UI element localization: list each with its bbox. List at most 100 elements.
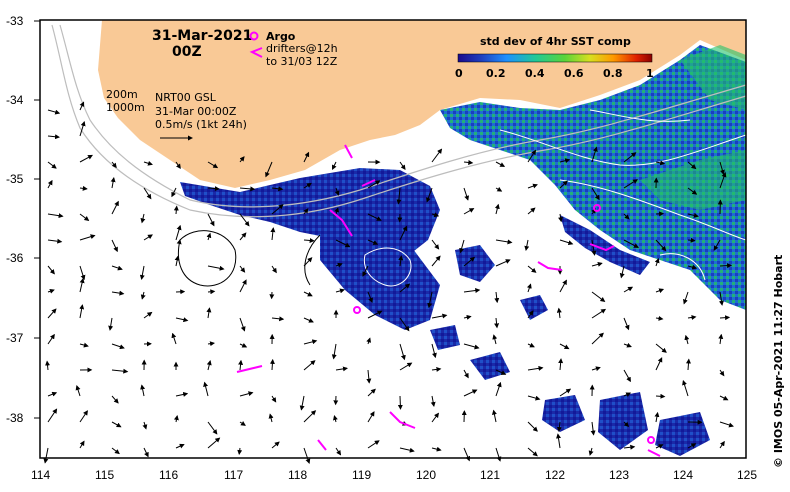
current-vector-arrow [140, 213, 146, 224]
lon-tick-label: 116 [159, 468, 178, 482]
current-vector-arrow [719, 369, 725, 377]
current-vector-arrow [269, 358, 275, 371]
current-vector-arrow [590, 421, 596, 436]
current-vector-arrow [556, 421, 562, 432]
lon-tick-label: 114 [31, 468, 50, 482]
lat-tick-label: -37 [6, 331, 24, 345]
current-vector-arrow [718, 333, 724, 345]
lon-tick-label: 124 [673, 468, 693, 482]
current-vector-arrow [655, 160, 666, 166]
current-vector-arrow [47, 408, 58, 423]
current-vector-arrow [334, 207, 340, 215]
lat-axis: -33 -34 -35 -36 -37 -38 [6, 14, 40, 425]
current-vector-arrow [495, 369, 507, 375]
current-vector-arrow [271, 441, 280, 449]
current-vector-arrow [239, 156, 245, 163]
current-vector-arrow [491, 409, 497, 423]
current-vector-arrow [430, 395, 436, 407]
current-vector-arrow [45, 360, 51, 371]
current-vector-arrow [494, 317, 500, 329]
current-vector-arrow [558, 358, 564, 371]
current-vector-arrow [463, 187, 470, 201]
current-vector-arrow [431, 239, 440, 250]
current-vector-arrow [335, 288, 345, 294]
current-vector-arrow [143, 311, 153, 319]
current-vector-arrow [687, 264, 698, 270]
current-vector-arrow [173, 415, 179, 423]
current-vector-arrow [334, 187, 340, 196]
drifters-period: to 31/03 12Z [266, 55, 338, 68]
current-vector-arrow [431, 446, 442, 452]
imos-credit: © IMOS 05-Apr-2021 11:27 Hobart [772, 255, 785, 468]
current-vector-arrow [271, 316, 285, 322]
current-vector-arrow [426, 187, 433, 203]
current-vector-arrow [143, 160, 153, 166]
current-vector-arrow [79, 120, 86, 137]
current-vector-arrow [75, 385, 81, 397]
current-vector-arrow [527, 447, 538, 457]
current-vector-arrow [623, 421, 630, 427]
argo-legend: Argo drifters@12h to 31/03 12Z [249, 30, 338, 68]
current-vector-arrow [171, 332, 177, 345]
current-vector-arrow [494, 203, 500, 215]
current-vector-arrow [559, 158, 571, 164]
current-vector-arrow [79, 185, 88, 191]
current-vector-arrow [655, 357, 663, 371]
colorbar: std dev of 4hr SST comp 0 0.2 0.4 0.6 0.… [455, 35, 654, 80]
current-vector-arrow [367, 310, 383, 319]
current-vector-arrow [111, 200, 119, 215]
current-vector-arrow [111, 343, 125, 350]
eddy-streamlines [176, 230, 321, 287]
current-vector-arrow [398, 255, 404, 267]
current-vector-arrow [175, 391, 189, 397]
current-vector-arrow [431, 255, 441, 267]
product-info: NRT00 GSL 31-Mar 00:00Z 0.5m/s (1kt 24h) [155, 91, 247, 141]
current-vector-arrow [47, 391, 58, 397]
current-vector-arrow [47, 333, 55, 345]
current-vector-arrow [713, 239, 721, 251]
current-vector-arrow [303, 291, 313, 297]
current-vector-arrow [495, 239, 513, 245]
current-vector-arrow [206, 307, 212, 319]
current-vector-arrow [79, 304, 85, 319]
current-vector-arrow [239, 265, 246, 273]
current-vector-arrow [303, 360, 316, 371]
current-vector-arrow [79, 410, 88, 423]
current-vector-arrow [463, 314, 472, 320]
current-vector-arrow [719, 161, 725, 175]
current-vector-arrow [559, 279, 567, 293]
current-vector-arrow [175, 161, 181, 170]
current-vector-arrow [333, 415, 338, 423]
current-vector-arrow [687, 212, 699, 218]
current-vector-arrow [303, 237, 315, 243]
colorbar-tick: 1 [646, 67, 654, 80]
current-vector-arrow [366, 369, 372, 384]
current-vector-arrow [655, 239, 667, 252]
current-vector-arrow [591, 332, 604, 345]
current-vector-arrow [207, 289, 216, 295]
current-vector-arrow [719, 263, 733, 269]
current-vector-arrow [591, 366, 601, 372]
current-vector-arrow [623, 317, 630, 331]
current-vector-arrow [265, 161, 273, 178]
current-vector-arrow [79, 342, 89, 348]
map-date: 31-Mar-2021 [152, 28, 252, 44]
current-vector-arrow [299, 395, 305, 411]
lon-tick-label: 123 [609, 468, 629, 482]
map-time: 00Z [172, 44, 202, 60]
current-vector-arrow [207, 186, 220, 192]
current-vector-arrow [591, 239, 597, 256]
current-vector-arrow [332, 161, 337, 170]
current-vector-arrow [492, 334, 498, 345]
current-vector-arrow [655, 444, 664, 449]
current-vector-arrow [431, 343, 437, 359]
colorbar-tick: 0 [455, 67, 463, 80]
current-vector-arrow [335, 366, 348, 372]
current-vector-arrow [175, 224, 182, 241]
current-vector-arrow [367, 180, 381, 189]
argo-float-markers [353, 204, 655, 444]
current-vector-arrow [527, 342, 535, 348]
current-vector-arrow [463, 256, 476, 267]
current-vector-arrow [427, 291, 433, 309]
current-vector-arrow [623, 342, 632, 348]
